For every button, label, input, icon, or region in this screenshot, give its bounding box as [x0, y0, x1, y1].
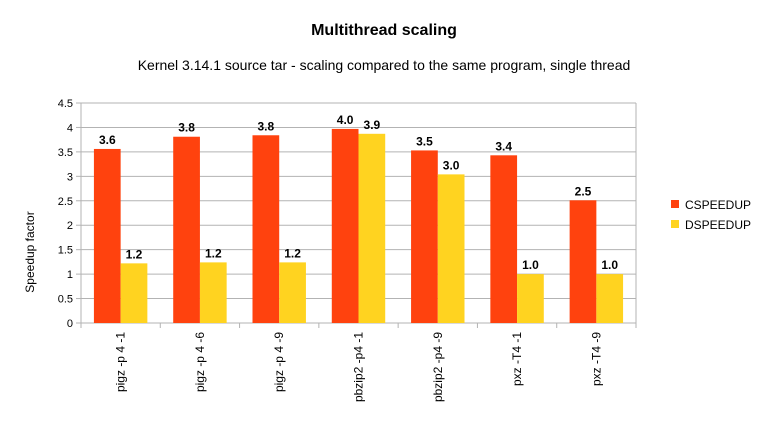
y-axis-ticks: 0 0.5 1 1.5 2 2.5 3 3.5 4 4.5 — [58, 98, 81, 330]
data-labels: 3.6 1.2 3.8 1.2 3.8 1.2 4.0 3.9 3.5 3.0 3.4 1.0 2.5 1… — [99, 113, 618, 272]
x-tick-label: pbzip2 -p4 -9 — [431, 332, 445, 402]
bar-dspeedup-6 — [596, 274, 624, 323]
y-axis-label: Speedup factor — [23, 211, 37, 292]
bar-cspeedup-1 — [173, 136, 200, 323]
bar-dspeedup-5 — [517, 274, 544, 323]
data-label: 4.0 — [337, 113, 354, 127]
chart-subtitle: Kernel 3.14.1 source tar - scaling compa… — [138, 57, 631, 73]
x-tick-label: pigz -p 4 -9 — [272, 332, 286, 392]
x-axis-ticks: pigz -p 4 -1 pigz -p 4 -6 pigz -p 4 -9 pbzi… — [80, 323, 637, 402]
legend: CSPEEDUP DSPEEDUP — [671, 198, 751, 232]
data-label: 3.5 — [416, 134, 433, 148]
bars — [93, 128, 624, 323]
data-label: 1.0 — [601, 258, 618, 272]
legend-swatch-cspeedup — [671, 200, 679, 208]
y-tick-label: 2.5 — [58, 196, 73, 208]
x-tick-label: pigz -p 4 -1 — [114, 332, 128, 392]
data-label: 3.6 — [99, 133, 116, 147]
bar-dspeedup-0 — [120, 263, 148, 323]
bar-cspeedup-4 — [411, 150, 438, 323]
x-tick-label: pxz -T4 -9 — [589, 332, 603, 386]
data-label: 2.5 — [575, 184, 592, 198]
bar-cspeedup-5 — [490, 155, 518, 323]
bar-cspeedup-0 — [93, 148, 121, 323]
y-tick-label: 4 — [67, 122, 73, 134]
data-label: 1.2 — [205, 246, 222, 260]
y-tick-label: 3 — [67, 171, 73, 183]
data-label: 1.2 — [126, 247, 143, 261]
x-tick-label: pigz -p 4 -6 — [193, 332, 207, 392]
bar-cspeedup-3 — [331, 128, 359, 323]
y-tick-label: 0 — [67, 318, 73, 330]
data-label: 3.9 — [364, 118, 381, 132]
data-label: 3.4 — [495, 139, 512, 153]
data-label: 3.8 — [258, 119, 275, 133]
y-tick-label: 4.5 — [58, 98, 73, 110]
data-label: 1.0 — [522, 258, 539, 272]
legend-label-cspeedup: CSPEEDUP — [685, 198, 751, 212]
legend-swatch-dspeedup — [671, 220, 679, 228]
y-tick-label: 1.5 — [58, 245, 73, 257]
bar-cspeedup-2 — [252, 135, 280, 323]
data-label: 3.0 — [443, 158, 460, 172]
bar-dspeedup-1 — [199, 262, 227, 323]
y-tick-label: 1 — [67, 269, 73, 281]
x-tick-label: pxz -T4 -1 — [510, 332, 524, 386]
x-tick-label: pbzip2 -p4 -1 — [352, 332, 366, 402]
bar-dspeedup-3 — [358, 133, 386, 323]
y-tick-label: 0.5 — [58, 294, 73, 306]
chart-title: Multithread scaling — [311, 22, 457, 39]
bar-cspeedup-6 — [569, 200, 597, 323]
data-label: 3.8 — [178, 121, 195, 135]
y-tick-label: 2 — [67, 220, 73, 232]
data-label: 1.2 — [284, 246, 301, 260]
bar-dspeedup-2 — [279, 262, 306, 323]
bar-dspeedup-4 — [437, 174, 465, 323]
y-tick-label: 3.5 — [58, 147, 73, 159]
legend-label-dspeedup: DSPEEDUP — [685, 218, 751, 232]
